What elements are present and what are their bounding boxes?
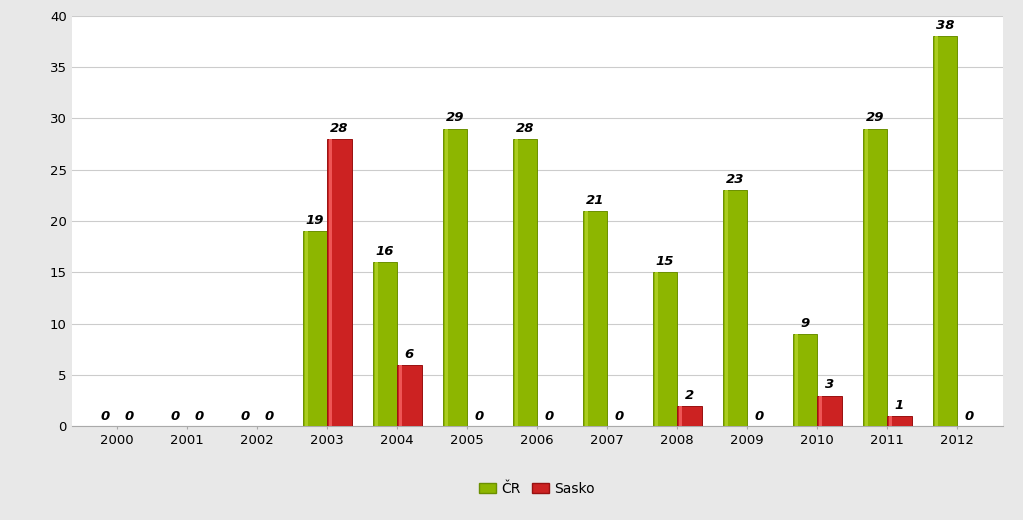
Bar bbox=[399, 365, 402, 426]
Bar bbox=[303, 231, 327, 426]
Bar bbox=[397, 365, 421, 426]
Text: 29: 29 bbox=[865, 111, 884, 124]
Bar bbox=[443, 128, 468, 426]
Text: 21: 21 bbox=[585, 193, 604, 206]
Text: 1: 1 bbox=[895, 399, 904, 412]
Bar bbox=[933, 36, 958, 426]
Text: 23: 23 bbox=[725, 173, 744, 186]
Text: 0: 0 bbox=[755, 410, 764, 423]
Bar bbox=[819, 396, 822, 426]
Text: 0: 0 bbox=[194, 410, 204, 423]
Text: 0: 0 bbox=[240, 410, 250, 423]
Text: 0: 0 bbox=[265, 410, 274, 423]
Text: 0: 0 bbox=[170, 410, 179, 423]
Text: 28: 28 bbox=[516, 122, 534, 135]
Bar bbox=[862, 128, 887, 426]
Text: 3: 3 bbox=[825, 379, 834, 392]
Text: 19: 19 bbox=[306, 214, 324, 227]
Bar bbox=[515, 139, 518, 426]
Text: 0: 0 bbox=[475, 410, 484, 423]
Text: 28: 28 bbox=[330, 122, 349, 135]
Text: 16: 16 bbox=[375, 245, 394, 258]
Text: 15: 15 bbox=[656, 255, 674, 268]
Text: 29: 29 bbox=[446, 111, 464, 124]
Text: 6: 6 bbox=[405, 348, 414, 361]
Bar bbox=[445, 128, 448, 426]
Bar bbox=[722, 190, 747, 426]
Bar bbox=[585, 211, 588, 426]
Text: 0: 0 bbox=[965, 410, 974, 423]
Bar bbox=[887, 416, 911, 426]
Bar bbox=[327, 139, 352, 426]
Bar bbox=[677, 406, 702, 426]
Bar bbox=[374, 262, 377, 426]
Bar bbox=[372, 262, 397, 426]
Bar bbox=[513, 139, 537, 426]
Text: 0: 0 bbox=[125, 410, 134, 423]
Bar bbox=[329, 139, 332, 426]
Bar bbox=[935, 36, 938, 426]
Text: 0: 0 bbox=[544, 410, 553, 423]
Bar bbox=[679, 406, 682, 426]
Bar bbox=[793, 334, 817, 426]
Bar bbox=[795, 334, 798, 426]
Text: 9: 9 bbox=[800, 317, 809, 330]
Text: 38: 38 bbox=[936, 19, 954, 32]
Bar bbox=[582, 211, 607, 426]
Legend: ČR, Sasko: ČR, Sasko bbox=[474, 476, 601, 502]
Bar bbox=[305, 231, 308, 426]
Bar bbox=[724, 190, 727, 426]
Text: 0: 0 bbox=[100, 410, 109, 423]
Bar bbox=[655, 272, 658, 426]
Bar bbox=[817, 396, 842, 426]
Bar bbox=[653, 272, 677, 426]
Text: 0: 0 bbox=[615, 410, 624, 423]
Bar bbox=[864, 128, 868, 426]
Bar bbox=[889, 416, 892, 426]
Text: 2: 2 bbox=[684, 389, 694, 402]
